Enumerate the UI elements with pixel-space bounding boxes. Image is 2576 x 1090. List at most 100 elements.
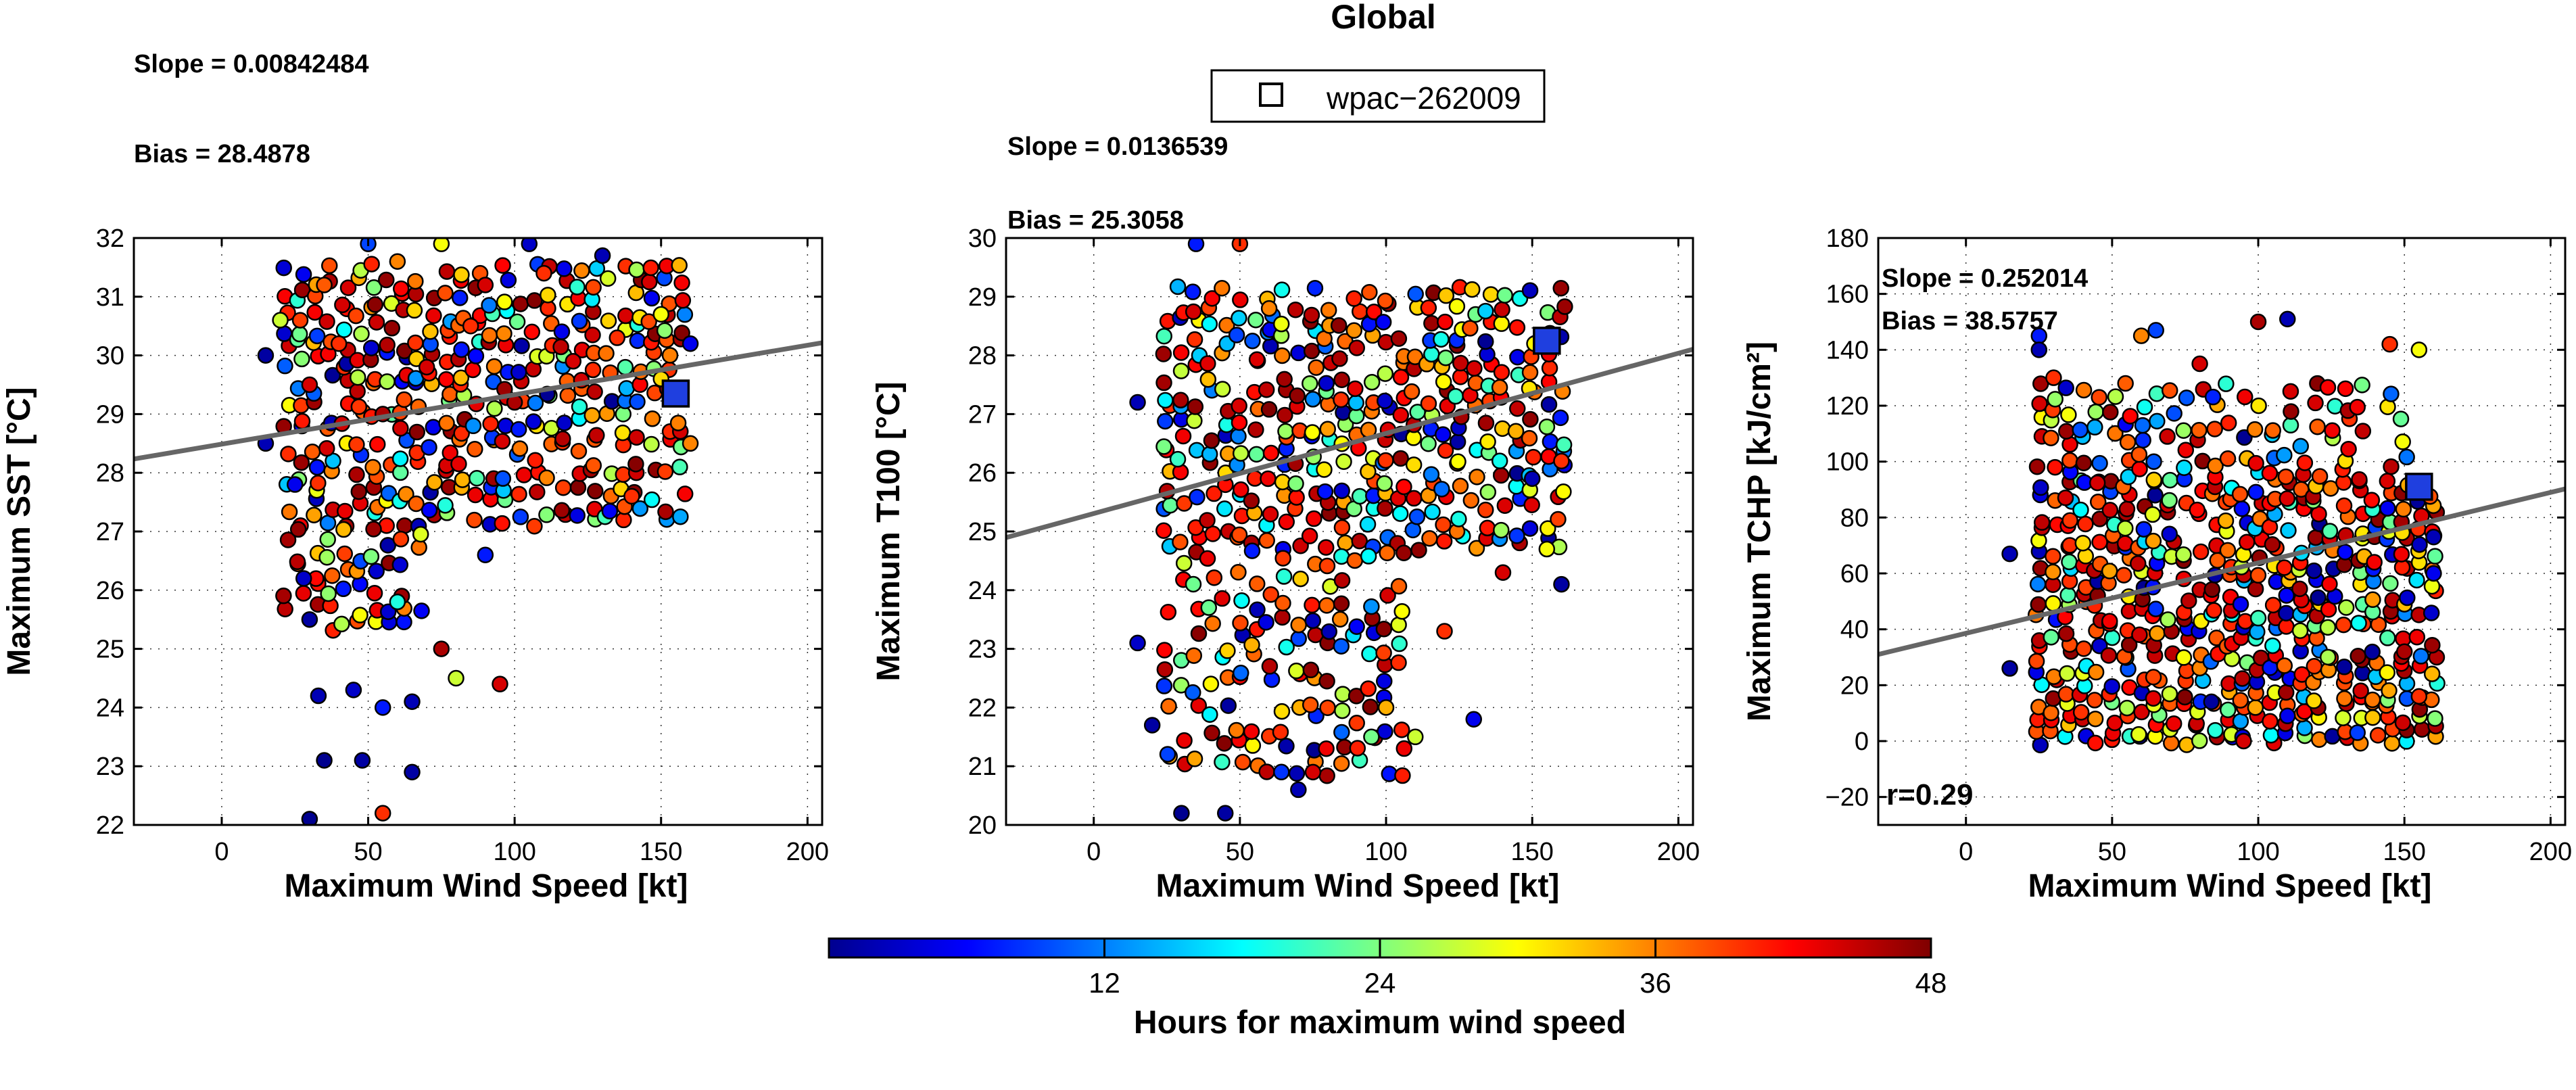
data-point xyxy=(378,271,395,289)
data-point xyxy=(353,325,370,343)
data-point xyxy=(453,341,470,358)
data-point xyxy=(1214,280,1231,297)
data-point xyxy=(2349,724,2366,741)
data-point xyxy=(2047,391,2064,408)
data-point xyxy=(2232,713,2249,730)
panels: 0 50 100 150 2002223242526272829303132Maximu… xyxy=(1,50,2572,904)
data-point xyxy=(1231,310,1247,327)
data-point xyxy=(2115,567,2132,584)
data-point xyxy=(1522,410,1539,428)
data-point xyxy=(2340,440,2357,458)
data-point xyxy=(1550,511,1567,528)
data-point xyxy=(1509,348,1526,366)
data-point xyxy=(2306,692,2322,709)
data-point xyxy=(293,454,310,471)
data-point xyxy=(1302,696,1319,713)
data-point xyxy=(2057,686,2075,703)
data-point xyxy=(1347,394,1364,411)
data-point xyxy=(586,383,603,400)
data-point xyxy=(2250,397,2267,414)
data-point xyxy=(1214,590,1231,607)
data-point xyxy=(1333,519,1351,536)
data-point xyxy=(337,502,354,520)
data-point xyxy=(1333,391,1350,408)
data-point xyxy=(1375,314,1392,331)
data-point xyxy=(433,640,450,657)
data-point xyxy=(1447,387,1464,405)
data-point xyxy=(1462,320,1479,337)
data-point xyxy=(1406,348,1424,366)
data-point xyxy=(1379,587,1396,604)
data-point xyxy=(2293,666,2310,683)
data-point xyxy=(1248,446,1265,463)
data-point xyxy=(513,337,530,354)
data-point xyxy=(2047,458,2064,476)
data-point xyxy=(1405,456,1423,473)
data-point xyxy=(2028,458,2046,475)
data-point xyxy=(1450,511,1467,527)
data-point xyxy=(2324,422,2341,440)
data-point xyxy=(1466,360,1483,377)
data-point xyxy=(295,570,312,587)
data-point xyxy=(556,260,573,277)
data-point xyxy=(1289,387,1306,404)
data-point xyxy=(2238,534,2256,550)
data-point xyxy=(1555,436,1573,454)
data-point xyxy=(1361,283,1378,301)
data-point xyxy=(426,474,443,491)
data-point xyxy=(571,398,588,415)
data-point xyxy=(433,238,450,252)
data-point xyxy=(464,361,481,379)
data-point xyxy=(462,317,479,335)
data-point xyxy=(379,336,396,354)
data-point xyxy=(554,479,572,496)
data-point xyxy=(1274,609,1291,626)
data-point xyxy=(1304,596,1320,614)
data-point xyxy=(2411,536,2428,553)
data-point xyxy=(618,380,635,397)
data-point xyxy=(1200,599,1218,616)
data-point xyxy=(1258,614,1274,631)
data-point xyxy=(1333,755,1350,772)
data-point xyxy=(1348,618,1365,636)
data-point xyxy=(2072,501,2089,519)
data-point xyxy=(508,313,526,331)
x-tick-label: 0 xyxy=(214,838,229,866)
data-point xyxy=(2103,629,2121,646)
data-point xyxy=(627,456,644,473)
data-point xyxy=(1231,398,1247,414)
data-point xyxy=(1436,623,1453,640)
data-point xyxy=(2086,710,2104,728)
x-axis-label: Maximum Wind Speed [kt] xyxy=(2028,868,2432,904)
x-tick-label: 50 xyxy=(1226,838,1254,866)
data-point xyxy=(1206,485,1222,502)
y-tick-label: 25 xyxy=(968,518,997,546)
data-point xyxy=(1347,380,1364,398)
data-point xyxy=(2282,417,2299,434)
data-point xyxy=(2319,648,2337,666)
data-point xyxy=(2399,589,2416,607)
data-point xyxy=(512,295,529,312)
data-point xyxy=(1202,676,1220,692)
data-point xyxy=(1172,677,1190,694)
data-point xyxy=(601,502,619,520)
data-point xyxy=(448,669,464,687)
data-point xyxy=(2336,690,2353,707)
data-point xyxy=(2247,454,2264,472)
data-point xyxy=(1394,767,1411,784)
data-point xyxy=(2264,637,2281,655)
data-point xyxy=(350,398,368,415)
data-point xyxy=(2061,452,2078,469)
data-point xyxy=(413,602,430,619)
data-point xyxy=(1318,375,1335,392)
data-point xyxy=(2030,341,2048,358)
y-tick-label: 100 xyxy=(1826,448,1869,477)
data-point xyxy=(350,369,366,386)
data-point xyxy=(345,682,362,698)
data-point xyxy=(1186,331,1203,348)
y-tick-label: 21 xyxy=(968,753,997,781)
data-point xyxy=(2319,379,2337,396)
data-point xyxy=(2045,369,2062,386)
data-point xyxy=(1214,381,1231,398)
